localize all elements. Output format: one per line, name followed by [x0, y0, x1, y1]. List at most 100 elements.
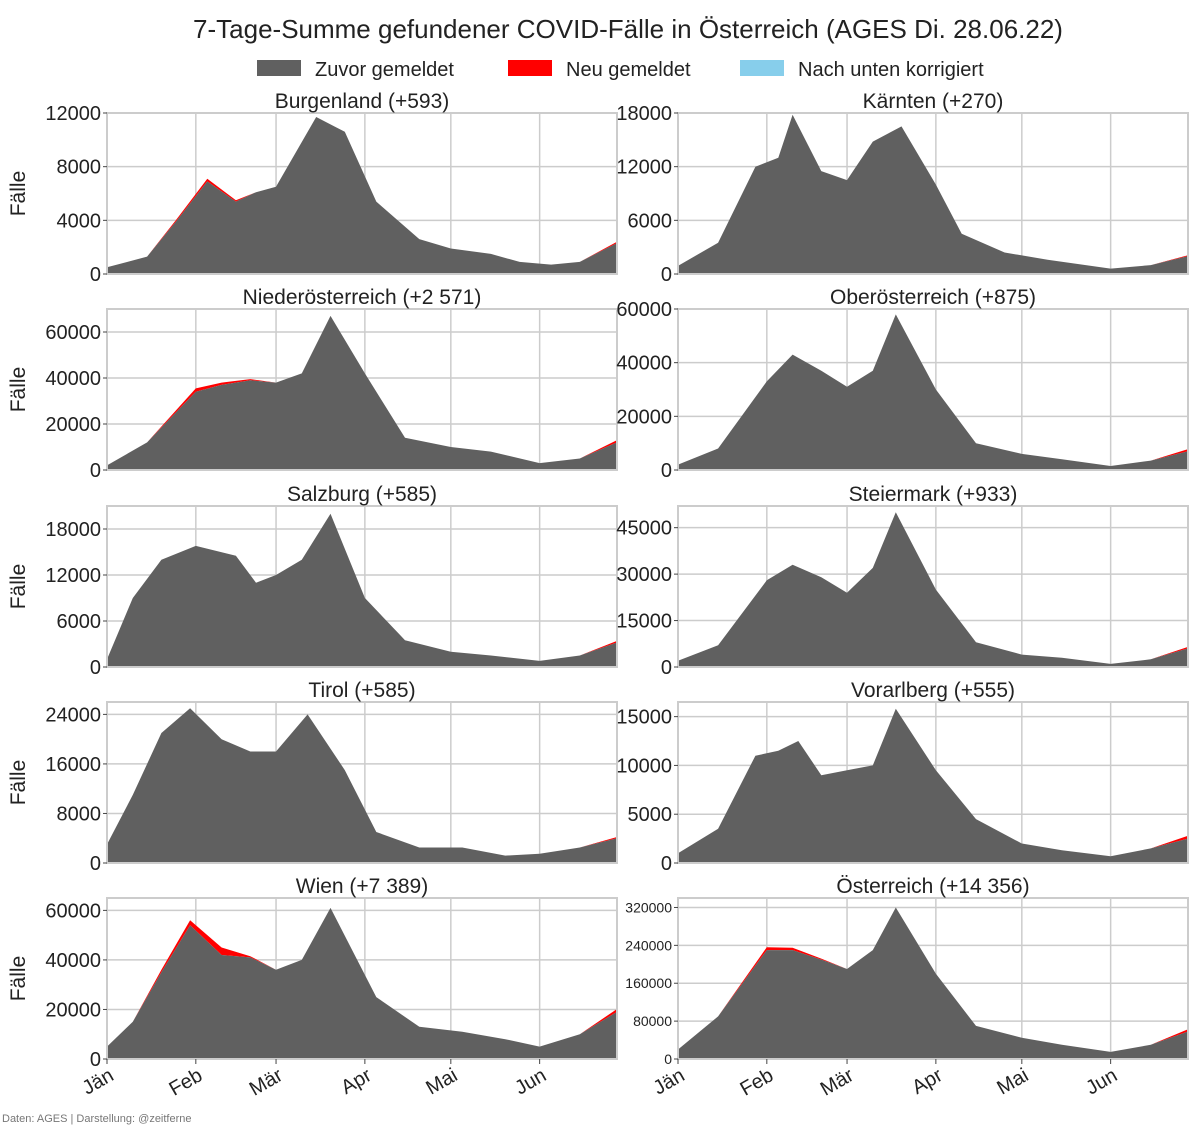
- y-tick-label: 8000: [57, 157, 102, 179]
- y-axis-label: Fälle: [7, 760, 30, 806]
- area-zuvor-gemeldet: [107, 117, 617, 274]
- y-tick-label: 40000: [616, 353, 672, 375]
- panel: 0 4000 8000 12000 Burgenland (+593) Fälle: [7, 90, 618, 286]
- panel: 0 20000 40000 60000 Niederösterreich (+2 571…: [7, 286, 618, 482]
- y-tick-label: 45000: [616, 518, 672, 540]
- x-tick-label: Jun: [511, 1064, 550, 1099]
- legend-swatch: [740, 60, 784, 76]
- y-tick-label: 6000: [628, 210, 673, 232]
- y-tick-label: 0: [661, 264, 672, 286]
- plot-border: [677, 112, 1189, 275]
- y-tick-label: 40000: [45, 950, 101, 972]
- y-tick-label: 12000: [616, 157, 672, 179]
- y-tick-label: 60000: [616, 299, 672, 321]
- y-tick-label: 30000: [616, 564, 672, 586]
- y-tick-label: 18000: [616, 103, 672, 125]
- y-tick-label: 12000: [45, 565, 101, 587]
- panel: 0 80000 160000 240000 320000 Österreich (+14 …: [625, 875, 1189, 1101]
- legend-label: Neu gemeldet: [566, 59, 691, 81]
- y-tick-label: 24000: [45, 704, 101, 726]
- y-tick-label: 8000: [57, 803, 102, 825]
- y-axis-label: Fälle: [7, 367, 30, 413]
- x-tick-label: Apr: [337, 1064, 375, 1099]
- y-tick-label: 6000: [57, 611, 102, 633]
- x-tick-label: Jän: [79, 1064, 118, 1099]
- y-tick-label: 16000: [45, 754, 101, 776]
- area-zuvor-gemeldet: [678, 512, 1188, 667]
- plot-border: [677, 505, 1189, 668]
- panel: 0 5000 10000 15000 Vorarlberg (+555): [616, 679, 1189, 875]
- y-tick-label: 60000: [45, 900, 101, 922]
- y-tick-label: 10000: [616, 755, 672, 777]
- panels: 0 4000 8000 12000 Burgenland (+593) Fälle 0 600…: [7, 90, 1189, 1101]
- x-tick-label: Mär: [246, 1064, 287, 1100]
- area-zuvor-gemeldet: [107, 315, 617, 470]
- panel-title: Tirol (+585): [308, 679, 415, 702]
- panel: 0 6000 12000 18000 Salzburg (+585) Fälle: [7, 483, 618, 679]
- legend-swatch: [508, 60, 552, 76]
- plot-border: [106, 112, 618, 275]
- x-tick-label: Mai: [422, 1064, 461, 1099]
- y-tick-label: 0: [664, 1051, 672, 1067]
- plot-border: [106, 308, 618, 471]
- chart-title: 7-Tage-Summe gefundener COVID-Fälle in Ö…: [193, 14, 1063, 44]
- y-axis-label: Fälle: [7, 564, 30, 610]
- y-tick-label: 0: [90, 264, 101, 286]
- plot-border: [677, 308, 1189, 471]
- y-tick-label: 0: [661, 853, 672, 875]
- panel: 0 20000 40000 60000 Wien (+7 389) Fälle Jän Feb…: [7, 875, 618, 1101]
- y-tick-label: 0: [661, 460, 672, 482]
- y-tick-label: 0: [90, 853, 101, 875]
- plot-border: [677, 897, 1189, 1060]
- y-tick-label: 0: [90, 460, 101, 482]
- plot-border: [106, 505, 618, 668]
- y-tick-label: 12000: [45, 103, 101, 125]
- y-tick-label: 40000: [45, 368, 101, 390]
- panel-title: Niederösterreich (+2 571): [243, 286, 482, 309]
- y-tick-label: 60000: [45, 322, 101, 344]
- x-tick-label: Mai: [993, 1064, 1032, 1099]
- panel-title: Vorarlberg (+555): [851, 679, 1015, 702]
- y-axis-label: Fälle: [7, 171, 30, 217]
- area-zuvor-gemeldet: [678, 114, 1188, 274]
- y-tick-label: 18000: [45, 519, 101, 541]
- x-tick-label: Mär: [817, 1064, 858, 1100]
- y-tick-label: 15000: [616, 707, 672, 729]
- plot-border: [106, 897, 618, 1060]
- y-tick-label: 0: [90, 657, 101, 679]
- plot-border: [106, 701, 618, 864]
- area-zuvor-gemeldet: [107, 513, 617, 667]
- area-zuvor-gemeldet: [107, 907, 617, 1059]
- panel-title: Wien (+7 389): [296, 875, 428, 898]
- area-zuvor-gemeldet: [678, 314, 1188, 470]
- panel-title: Oberösterreich (+875): [830, 286, 1036, 309]
- y-tick-label: 20000: [45, 414, 101, 436]
- legend-label: Zuvor gemeldet: [315, 59, 454, 81]
- y-tick-label: 320000: [625, 899, 672, 915]
- y-tick-label: 5000: [628, 804, 673, 826]
- y-tick-label: 20000: [616, 406, 672, 428]
- panel-title: Salzburg (+585): [287, 483, 437, 506]
- panel-title: Kärnten (+270): [863, 90, 1004, 113]
- panel-title: Burgenland (+593): [275, 90, 450, 113]
- footer-credit: Daten: AGES | Darstellung: @zeitferne: [2, 1113, 192, 1125]
- legend: Zuvor gemeldet Neu gemeldet Nach unten kor…: [257, 59, 984, 81]
- x-tick-label: Feb: [165, 1064, 206, 1100]
- area-zuvor-gemeldet: [107, 708, 617, 863]
- y-tick-label: 20000: [45, 999, 101, 1021]
- panel: 0 8000 16000 24000 Tirol (+585) Fälle: [7, 679, 618, 875]
- x-tick-label: Jän: [650, 1064, 689, 1099]
- legend-label: Nach unten korrigiert: [798, 59, 984, 81]
- y-tick-label: 240000: [625, 937, 672, 953]
- x-tick-label: Jun: [1082, 1064, 1121, 1099]
- panel: 0 20000 40000 60000 Oberösterreich (+875): [616, 286, 1189, 482]
- panel-title: Österreich (+14 356): [836, 875, 1029, 898]
- legend-swatch: [257, 60, 301, 76]
- y-tick-label: 160000: [625, 975, 672, 991]
- x-tick-label: Feb: [736, 1064, 777, 1100]
- panel: 0 6000 12000 18000 Kärnten (+270): [616, 90, 1189, 286]
- area-zuvor-gemeldet: [678, 907, 1188, 1059]
- y-axis-label: Fälle: [7, 956, 30, 1002]
